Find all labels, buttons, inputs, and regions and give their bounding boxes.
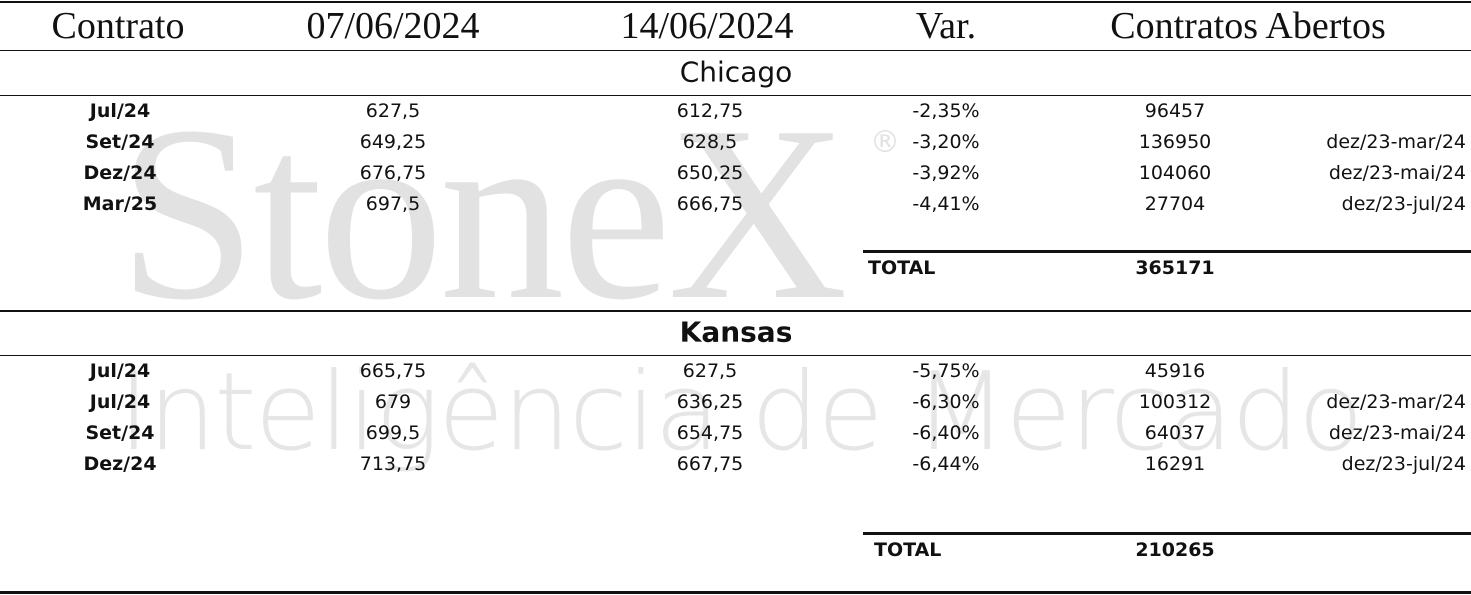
- total-label: TOTAL: [874, 539, 942, 561]
- column-header: 07/06/2024: [306, 5, 480, 47]
- cell-var: -5,75%: [912, 360, 980, 382]
- section-title: Kansas: [679, 315, 793, 349]
- rule: [0, 1, 1471, 3]
- cell-curr: 650,25: [676, 162, 744, 184]
- cell-curr: 636,25: [676, 391, 744, 413]
- cell-open: 45916: [1144, 360, 1206, 382]
- cell-period: dez/23-mai/24: [1328, 422, 1466, 444]
- cell-var: -6,30%: [912, 391, 980, 413]
- cell-curr: 654,75: [676, 422, 744, 444]
- cell-prev: 679: [374, 391, 412, 413]
- cell-open: 104060: [1138, 162, 1212, 184]
- column-header: Contrato: [51, 5, 185, 47]
- cell-contract: Set/24: [85, 131, 155, 153]
- cell-curr: 628,5: [682, 131, 738, 153]
- cell-prev: 627,5: [365, 100, 421, 122]
- cell-prev: 697,5: [365, 193, 421, 215]
- rule: [0, 50, 1471, 51]
- cell-contract: Dez/24: [83, 162, 157, 184]
- cell-period: dez/23-mar/24: [1326, 131, 1466, 153]
- cell-open: 96457: [1144, 100, 1206, 122]
- cell-curr: 667,75: [676, 453, 744, 475]
- rule: [863, 532, 1471, 535]
- cell-open: 136950: [1138, 131, 1212, 153]
- cell-contract: Dez/24: [83, 453, 157, 475]
- cell-curr: 666,75: [676, 193, 744, 215]
- total-value: 210265: [1135, 539, 1215, 561]
- rule: [863, 250, 1471, 253]
- cell-open: 27704: [1144, 193, 1206, 215]
- cell-prev: 649,25: [359, 131, 427, 153]
- total-value: 365171: [1135, 257, 1215, 279]
- cell-curr: 612,75: [676, 100, 744, 122]
- cell-var: -4,41%: [912, 193, 980, 215]
- cell-contract: Set/24: [85, 422, 155, 444]
- cell-curr: 627,5: [682, 360, 738, 382]
- cell-var: -2,35%: [912, 100, 980, 122]
- column-header: Contratos Abertos: [1110, 5, 1386, 47]
- watermark-mark: ®: [870, 125, 900, 160]
- cell-var: -6,40%: [912, 422, 980, 444]
- cell-open: 16291: [1144, 453, 1206, 475]
- cell-open: 100312: [1138, 391, 1212, 413]
- cell-prev: 699,5: [365, 422, 421, 444]
- cell-var: -3,92%: [912, 162, 980, 184]
- rule: [0, 310, 1471, 312]
- section-title: Chicago: [679, 55, 793, 89]
- cell-contract: Jul/24: [89, 391, 151, 413]
- cell-prev: 665,75: [359, 360, 427, 382]
- cell-var: -3,20%: [912, 131, 980, 153]
- column-header: 14/06/2024: [620, 5, 794, 47]
- cell-period: dez/23-jul/24: [1341, 193, 1466, 215]
- cell-var: -6,44%: [912, 453, 980, 475]
- cell-period: dez/23-mai/24: [1328, 162, 1466, 184]
- cell-open: 64037: [1144, 422, 1206, 444]
- cell-period: dez/23-jul/24: [1341, 453, 1466, 475]
- total-label: TOTAL: [868, 257, 936, 279]
- cell-contract: Mar/25: [82, 193, 158, 215]
- watermark-tagline: Inteligência de Mercado: [118, 350, 1364, 475]
- rule: [0, 591, 1471, 594]
- cell-period: dez/23-mar/24: [1326, 391, 1466, 413]
- cell-contract: Jul/24: [89, 360, 151, 382]
- cell-prev: 676,75: [359, 162, 427, 184]
- cell-prev: 713,75: [359, 453, 427, 475]
- rule: [0, 355, 1471, 356]
- cell-contract: Jul/24: [89, 100, 151, 122]
- watermark-brand: StoneX: [118, 75, 848, 352]
- rule: [0, 95, 1471, 96]
- column-header: Var.: [915, 5, 977, 47]
